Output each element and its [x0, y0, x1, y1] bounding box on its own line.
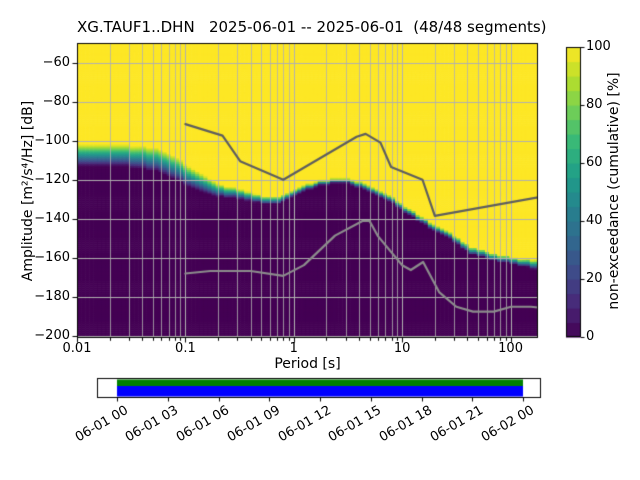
y-tick-label: −160	[34, 249, 70, 265]
colorbar-tick-label: 0	[586, 329, 595, 344]
plot-title: XG.TAUF1..DHN 2025-06-01 -- 2025-06-01 (…	[77, 18, 547, 36]
y-tick-label: −100	[34, 132, 70, 148]
y-tick-label: −140	[34, 210, 70, 226]
y-tick-label: −60	[42, 54, 70, 70]
x-tick-label: 0.01	[62, 341, 92, 356]
x-tick-label: 10	[393, 341, 411, 356]
x-axis-label: Period [s]	[274, 356, 341, 372]
colorbar-tick-label: 100	[586, 39, 611, 54]
x-tick-label: 1	[289, 341, 298, 356]
colorbar-label: non-exceedance (cumulative) [%]	[606, 72, 622, 310]
colorbar-tick-label: 60	[586, 155, 603, 170]
y-tick-label: −80	[42, 93, 70, 109]
y-tick-label: −120	[34, 171, 70, 187]
colorbar-tick-label: 40	[586, 213, 603, 228]
y-tick-label: −200	[34, 328, 70, 344]
colorbar-tick-label: 80	[586, 97, 603, 112]
x-tick-label: 100	[498, 341, 523, 356]
colorbar-tick-label: 20	[586, 271, 603, 286]
y-tick-label: −180	[34, 288, 70, 304]
x-tick-label: 0.1	[175, 341, 196, 356]
